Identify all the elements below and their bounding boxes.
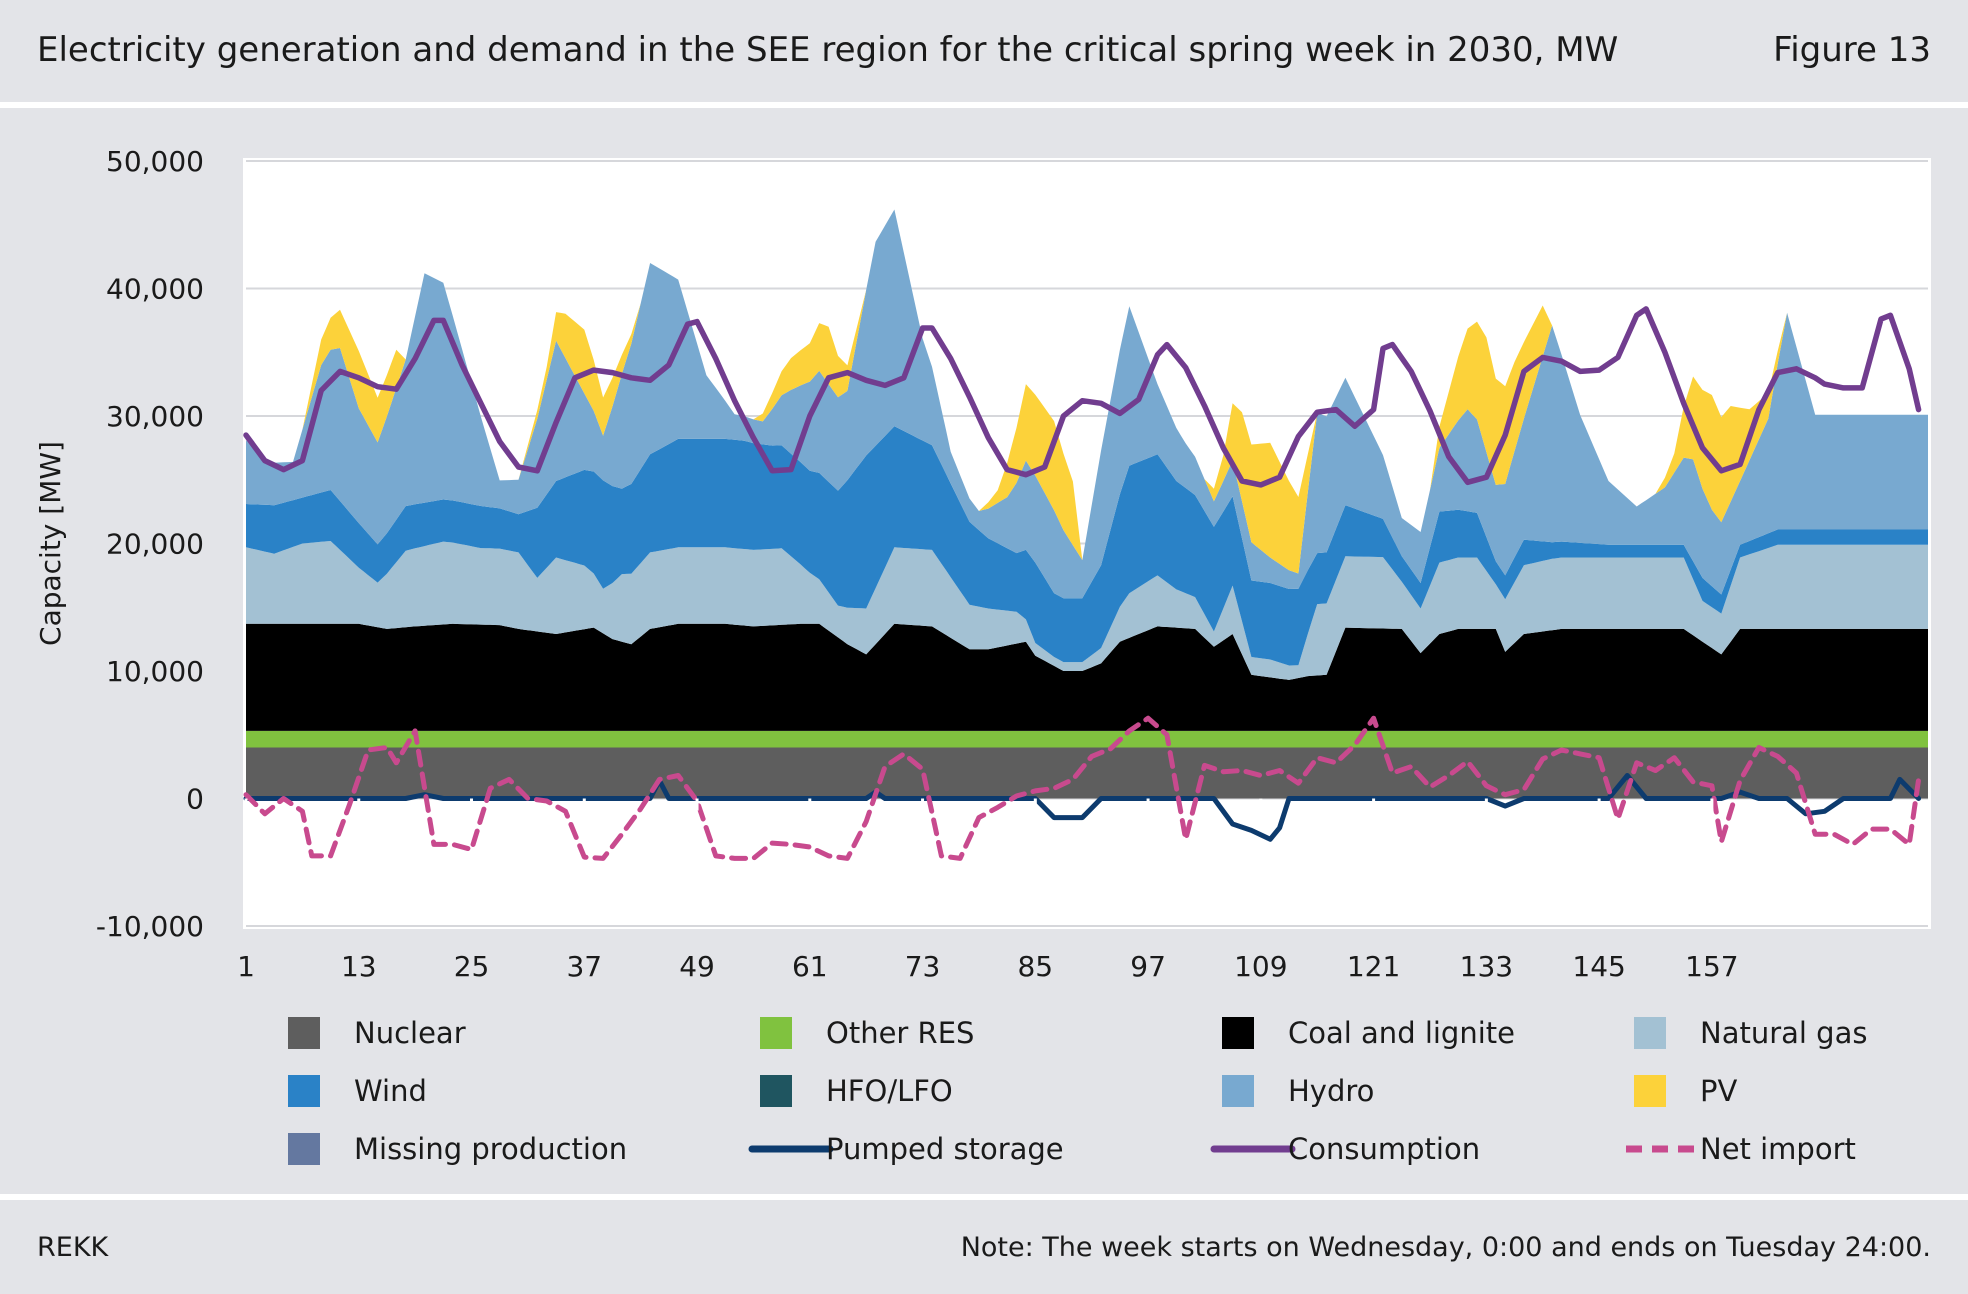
legend-swatch bbox=[1634, 1017, 1666, 1049]
x-tick-label: 61 bbox=[792, 950, 828, 983]
legend-item-pumped-storage: Pumped storage bbox=[748, 1132, 1064, 1166]
legend-swatch bbox=[1222, 1075, 1254, 1107]
legend-label: Consumption bbox=[1288, 1132, 1480, 1166]
legend-label: Net import bbox=[1700, 1132, 1856, 1166]
y-tick-label: 50,000 bbox=[106, 145, 204, 178]
y-tick-label: -10,000 bbox=[96, 910, 204, 943]
x-tick-label: 109 bbox=[1234, 950, 1287, 983]
x-tick-label: 37 bbox=[566, 950, 602, 983]
chart-svg: -10,000 0 10,000 20,000 30,000 40,000 50,000 1 1… bbox=[34, 145, 1931, 1166]
divider-top bbox=[0, 102, 1968, 108]
divider-bottom bbox=[0, 1194, 1968, 1200]
legend-item-coal-and-lignite: Coal and lignite bbox=[1222, 1016, 1515, 1050]
area-hydro bbox=[246, 209, 1928, 599]
x-tick-label: 1 bbox=[237, 950, 255, 983]
legend-item-wind: Wind bbox=[288, 1074, 427, 1108]
y-tick-label: 10,000 bbox=[106, 655, 204, 688]
x-tick-label: 145 bbox=[1572, 950, 1625, 983]
area-natural-gas bbox=[246, 541, 1928, 680]
x-tick-label: 25 bbox=[454, 950, 490, 983]
x-tick-label: 85 bbox=[1017, 950, 1053, 983]
legend-item-other-res: Other RES bbox=[760, 1016, 974, 1050]
legend-swatch bbox=[1222, 1017, 1254, 1049]
legend-label: Natural gas bbox=[1700, 1016, 1867, 1050]
x-tick-label: 97 bbox=[1130, 950, 1166, 983]
legend-label: HFO/LFO bbox=[826, 1074, 953, 1108]
legend-swatch bbox=[760, 1017, 792, 1049]
source-label: REKK bbox=[37, 1232, 109, 1263]
legend-item-hydro: Hydro bbox=[1222, 1074, 1374, 1108]
y-tick-label: 30,000 bbox=[106, 400, 204, 433]
legend-swatch bbox=[288, 1133, 320, 1165]
legend-label: Coal and lignite bbox=[1288, 1016, 1515, 1050]
legend-item-nuclear: Nuclear bbox=[288, 1016, 466, 1050]
line-consumption bbox=[243, 306, 1922, 488]
legend-item-natural-gas: Natural gas bbox=[1634, 1016, 1867, 1050]
line-pumped-storage bbox=[243, 773, 1922, 842]
x-tick-label: 121 bbox=[1347, 950, 1400, 983]
legend-label: Nuclear bbox=[354, 1016, 466, 1050]
footnote: Note: The week starts on Wednesday, 0:00… bbox=[960, 1232, 1931, 1263]
x-tick-label: 49 bbox=[679, 950, 715, 983]
x-tick-label: 133 bbox=[1460, 950, 1513, 983]
legend-swatch bbox=[760, 1075, 792, 1107]
figure-number: Figure 13 bbox=[1773, 30, 1931, 70]
legend-swatch bbox=[288, 1017, 320, 1049]
line-net-import bbox=[243, 715, 1922, 861]
area-wind bbox=[246, 426, 1928, 666]
legend-label: Other RES bbox=[826, 1016, 974, 1050]
legend-swatch bbox=[1634, 1075, 1666, 1107]
legend-label: Missing production bbox=[354, 1132, 627, 1166]
legend-label: Wind bbox=[354, 1074, 427, 1108]
legend-label: Pumped storage bbox=[826, 1132, 1064, 1166]
chart-title: Electricity generation and demand in the… bbox=[37, 30, 1619, 70]
header-bar: Electricity generation and demand in the… bbox=[0, 0, 1968, 102]
y-tick-label: 0 bbox=[186, 783, 204, 816]
y-tick-label: 40,000 bbox=[106, 273, 204, 306]
x-tick-label: 13 bbox=[341, 950, 377, 983]
area-other-res bbox=[246, 730, 1928, 748]
legend-item-hfo-lfo: HFO/LFO bbox=[760, 1074, 953, 1108]
legend-item-consumption: Consumption bbox=[1210, 1132, 1480, 1166]
area-coal-and-lignite bbox=[246, 623, 1928, 731]
x-tick-label: 157 bbox=[1685, 950, 1738, 983]
legend-label: PV bbox=[1700, 1074, 1737, 1108]
legend-item-net-import: Net import bbox=[1626, 1132, 1856, 1166]
chart-panel: -10,000 0 10,000 20,000 30,000 40,000 50,000 1 1… bbox=[0, 108, 1968, 1194]
area-nuclear bbox=[246, 747, 1928, 799]
legend-item-missing-production: Missing production bbox=[288, 1132, 627, 1166]
x-tick-label: 73 bbox=[905, 950, 941, 983]
legend-swatch bbox=[288, 1075, 320, 1107]
legend-item-pv: PV bbox=[1634, 1074, 1737, 1108]
legend-label: Hydro bbox=[1288, 1074, 1374, 1108]
y-tick-label: 20,000 bbox=[106, 528, 204, 561]
y-axis-label: Capacity [MW] bbox=[34, 441, 67, 646]
